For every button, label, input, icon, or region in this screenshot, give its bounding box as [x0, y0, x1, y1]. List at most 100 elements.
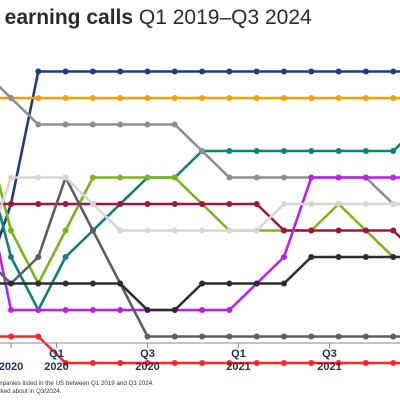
series-2-point-13	[308, 95, 315, 101]
chart-title-bold: n earning calls	[0, 6, 134, 29]
series-8-point-11	[253, 280, 260, 287]
series-0-point-7	[144, 68, 151, 75]
series-5	[0, 201, 400, 239]
series-7-point-11	[253, 333, 260, 340]
series-1-point-2	[8, 254, 14, 260]
series-5-point-9	[199, 201, 206, 207]
series-6-point-5	[89, 307, 96, 313]
series-3-point-8	[171, 121, 178, 128]
series-8-point-9	[199, 280, 206, 287]
x-tick-label-0-0: 2020	[0, 361, 23, 373]
series-9-point-14	[335, 201, 342, 207]
series-3-point-3	[35, 121, 42, 128]
series-10-point-5	[89, 360, 96, 366]
series-0-point-5	[89, 68, 96, 75]
series-0-point-6	[117, 68, 124, 75]
series-3-point-2	[8, 95, 14, 101]
series-2-point-12	[281, 95, 287, 101]
series-3-point-11	[253, 174, 260, 181]
series-4-point-6	[117, 174, 124, 181]
series-8-point-7	[144, 307, 151, 313]
series-5-point-11	[253, 201, 260, 207]
series-2-point-15	[362, 95, 369, 101]
series-9-point-13	[308, 201, 315, 207]
series-5-point-15	[362, 227, 369, 234]
series-3-point-7	[144, 121, 151, 128]
series-8-point-15	[362, 254, 369, 260]
series-8-point-16	[390, 254, 397, 260]
series-8-point-14	[335, 254, 342, 260]
series-9-point-16	[390, 201, 397, 207]
series-5-point-7	[144, 201, 151, 207]
series-2-point-14	[335, 95, 342, 101]
series-1-point-12	[281, 148, 287, 154]
series-8-point-12	[281, 280, 287, 287]
series-line-8	[0, 255, 400, 312]
series-6-point-13	[308, 174, 315, 181]
footnote-line-1: ompanies listed in the US between Q1 201…	[0, 380, 154, 387]
series-layer	[0, 68, 400, 366]
series-6-point-6	[117, 307, 124, 313]
series-1-point-11	[253, 148, 260, 154]
series-9-point-4	[62, 174, 69, 181]
x-tick-label-4-1: 2021	[317, 361, 341, 373]
x-tick-label-3-0: Q1	[231, 348, 246, 360]
series-5-point-2	[8, 201, 14, 207]
series-10-point-16	[390, 360, 397, 366]
series-5-point-6	[117, 201, 124, 207]
series-4-point-5	[89, 174, 96, 181]
series-5-point-16	[390, 227, 397, 234]
series-9-point-9	[199, 227, 206, 234]
x-tick-label-2-0: Q3	[140, 348, 155, 360]
series-9-point-2	[8, 174, 14, 181]
x-tick-label-1-1: 2020	[44, 361, 68, 373]
series-10	[0, 333, 400, 366]
series-line-6	[0, 176, 400, 312]
series-5-point-13	[308, 227, 315, 234]
series-9-point-8	[171, 227, 178, 234]
series-7-point-16	[390, 333, 397, 340]
series-9-point-6	[117, 227, 124, 234]
series-0-point-11	[253, 68, 260, 75]
series-5-point-3	[35, 201, 42, 207]
series-0-point-12	[281, 68, 287, 75]
series-8-point-5	[89, 280, 96, 287]
series-3-point-10	[226, 174, 233, 181]
series-5-point-12	[281, 227, 287, 234]
series-2-point-9	[199, 95, 206, 101]
series-line-7	[0, 176, 400, 338]
series-line-1	[0, 142, 400, 312]
series-10-point-6	[117, 360, 124, 366]
series-8-point-8	[171, 307, 178, 313]
series-line-4	[0, 176, 400, 285]
series-6-point-15	[362, 174, 369, 181]
series-8-point-3	[35, 280, 42, 287]
series-4-point-4	[62, 227, 69, 234]
series-8-point-13	[308, 254, 315, 260]
series-9-point-15	[362, 201, 369, 207]
series-line-2	[0, 96, 400, 100]
series-10-point-3	[35, 333, 42, 340]
series-1-point-16	[390, 148, 397, 154]
series-5-point-14	[335, 227, 342, 234]
series-10-point-14	[335, 360, 342, 366]
series-7-point-10	[226, 333, 233, 340]
series-7-point-13	[308, 333, 315, 340]
series-4-point-7	[144, 174, 151, 181]
series-7-point-9	[199, 333, 206, 340]
footnote-line-2: talked about in Q3/2024.	[0, 388, 62, 395]
series-9-point-12	[281, 201, 287, 207]
series-line-10	[0, 335, 400, 365]
series-6-point-4	[62, 307, 69, 313]
series-9-point-3	[35, 174, 42, 181]
x-tick-label-1-0: Q1	[49, 348, 64, 360]
series-7-point-12	[281, 333, 287, 340]
x-tick-label-2-1: 2020	[135, 361, 159, 373]
series-6-point-9	[199, 307, 206, 313]
series-2-point-11	[253, 95, 260, 101]
series-4-point-2	[8, 227, 14, 234]
series-4-point-8	[171, 174, 178, 181]
series-7-point-7	[144, 333, 151, 340]
series-0-point-3	[35, 68, 42, 75]
